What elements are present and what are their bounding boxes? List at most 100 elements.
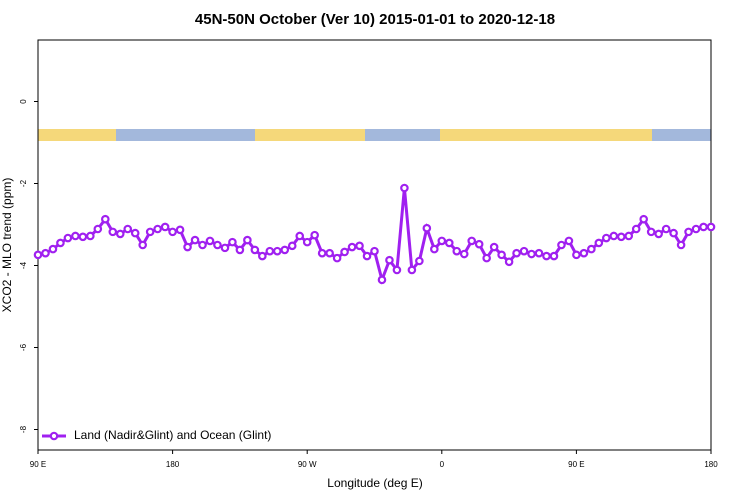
data-point [527,249,536,259]
y-tick-label: -2 [19,179,28,187]
data-point [48,244,58,254]
data-point [130,228,140,238]
x-tick-label: 180 [166,460,180,469]
data-point [355,241,364,251]
data-point [699,222,708,232]
y-tick-label: -4 [19,261,28,269]
data-point [108,227,118,237]
map-strip [38,129,711,141]
data-point [160,222,170,232]
x-tick-label: 90 E [30,460,46,469]
data-point [684,227,693,237]
data-point [661,224,671,234]
data-point [594,238,604,248]
data-point [474,239,484,249]
data-point [519,246,529,256]
data-point [168,227,177,237]
data-point [71,231,80,241]
y-tick-label: -6 [19,343,28,351]
data-point [437,236,447,246]
data-point [145,227,155,237]
data-point [691,224,701,234]
data-point [579,248,589,258]
data-point [602,233,611,243]
data-point [392,265,402,275]
data-point [482,253,491,263]
data-point [639,214,649,224]
data-point [235,245,245,255]
y-axis-label: XCO2 - MLO trend (ppm) [0,178,14,313]
data-point [452,246,462,256]
data-point [153,224,162,234]
data-point [63,233,73,243]
data-point [549,251,559,261]
data-point [557,240,566,250]
data-point [572,250,581,260]
data-point [609,231,619,241]
data-point [407,265,417,275]
data-point [317,248,327,258]
data-point [272,246,282,256]
data-point [400,183,409,193]
data-point [370,246,379,256]
chart-title: 45N-50N October (Ver 10) 2015-01-01 to 2… [195,11,555,28]
data-point [467,236,477,246]
x-tick-label: 90 E [568,460,584,469]
data-point [542,251,551,261]
x-tick-label: 0 [440,460,445,469]
data-point [444,238,454,248]
data-point [459,249,469,259]
data-point [302,237,312,247]
data-point [205,236,215,246]
data-point [676,240,686,250]
x-axis-label: Longitude (deg E) [327,476,422,490]
data-point [243,235,252,245]
data-point [489,242,499,252]
data-point [415,256,424,266]
data-point [631,224,641,234]
y-tick-label: -8 [19,425,28,433]
data-point [512,248,521,258]
data-point [183,242,192,252]
data-point [669,228,678,238]
data-point [340,247,349,257]
data-point [175,225,185,235]
data-point [332,253,342,263]
data-point [377,275,387,285]
data-point [347,242,357,252]
data-point [310,230,319,240]
data-point [624,231,634,241]
data-point [78,232,88,242]
data-point [295,231,305,241]
data-point [504,257,514,267]
data-point [362,251,372,261]
x-tick-label: 90 W [298,460,317,469]
data-point [93,224,103,234]
data-point [138,240,147,250]
data-point [654,229,663,239]
data-point [220,243,230,253]
data-point [213,240,222,250]
data-point [497,250,506,260]
data-point [422,223,432,233]
data-point [385,255,394,265]
x-tick-label: 180 [704,460,718,469]
data-point [101,214,110,224]
data-point [41,248,50,258]
data-point [86,231,95,241]
data-point [280,245,290,255]
data-point [587,244,596,254]
data-point [706,222,716,232]
data-point [430,244,439,254]
data-point [265,246,275,256]
data-point [56,238,65,248]
data-point [228,237,237,247]
data-point [616,232,626,242]
data-point [190,235,200,245]
legend-label: Land (Nadir&Glint) and Ocean (Glint) [74,428,271,442]
data-point [250,245,260,255]
y-tick-label: 0 [19,99,28,104]
legend-marker [49,431,59,441]
data-point [325,248,334,258]
